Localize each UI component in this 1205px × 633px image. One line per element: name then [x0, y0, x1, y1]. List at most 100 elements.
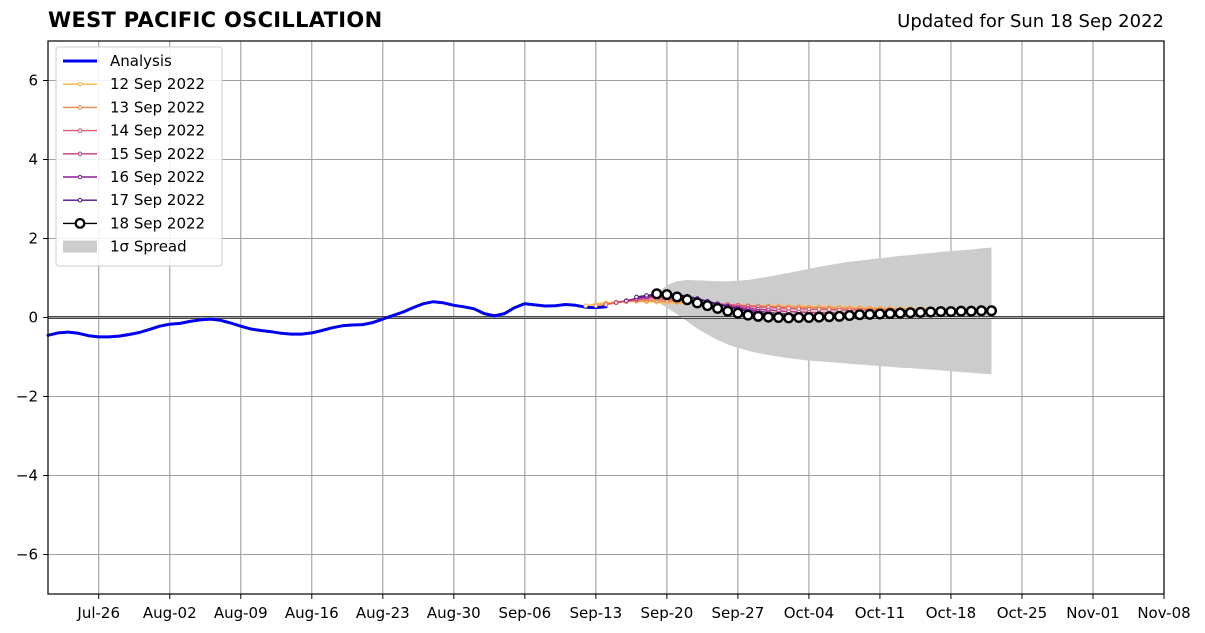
legend-marker	[77, 174, 83, 180]
y-tick-label: −2	[16, 388, 38, 406]
legend-marker	[77, 128, 83, 133]
axes: Jul-26 Aug-02 Aug-09 Aug-16 Aug-23 Aug-30 Sep-…	[16, 40, 1191, 622]
x-tick-label: Aug-23	[356, 604, 410, 622]
forecast-point	[593, 303, 599, 308]
y-tick-label: 6	[28, 72, 38, 90]
y-tick-label: 4	[28, 151, 38, 169]
legend-label: 14 Sep 2022	[110, 122, 205, 140]
x-tick-label: Oct-04	[784, 604, 834, 622]
x-tick-label: Aug-09	[214, 604, 268, 622]
legend-item: 15 Sep 2022	[63, 145, 205, 163]
forecast-point	[762, 311, 774, 323]
x-tick-label: Oct-25	[997, 604, 1047, 622]
forecast-point	[823, 311, 835, 323]
legend-box	[55, 46, 223, 267]
forecast-point	[925, 306, 937, 318]
x-tick-label: Sep-13	[569, 604, 622, 622]
analysis-line	[46, 300, 608, 339]
series	[46, 288, 998, 339]
forecast-point	[701, 300, 713, 312]
x-tick-label: Aug-02	[143, 604, 197, 622]
legend-label: Analysis	[110, 52, 172, 70]
y-tick-label: 0	[28, 309, 38, 327]
legend-marker	[77, 197, 83, 203]
legend-item: 16 Sep 2022	[63, 168, 205, 186]
forecast-point	[945, 306, 957, 318]
legend-item: 17 Sep 2022	[63, 191, 205, 209]
legend-swatch	[63, 240, 97, 253]
legend-item: Analysis	[63, 52, 172, 70]
forecast-point	[965, 305, 977, 317]
legend-item: 12 Sep 2022	[63, 75, 205, 93]
forecast-point	[651, 288, 663, 300]
chart-title: WEST PACIFIC OSCILLATION	[48, 8, 383, 32]
legend-item: 1σ Spread	[63, 238, 187, 256]
forecast-point	[935, 306, 947, 318]
x-tick-label: Sep-06	[498, 604, 551, 622]
forecast-point	[986, 305, 998, 317]
x-tick-label: Oct-18	[926, 604, 976, 622]
forecast-point	[613, 300, 619, 305]
forecast-point	[634, 294, 639, 300]
forecast-point	[955, 305, 967, 317]
forecast-point	[874, 308, 886, 320]
legend: Analysis 12 Sep 2022 13 Sep 2022 14 Sep 202…	[55, 46, 223, 267]
legend-marker	[77, 151, 83, 157]
y-tick-label: −6	[16, 546, 38, 564]
x-tick-label: Aug-30	[427, 604, 481, 622]
x-tick-label: Aug-16	[285, 604, 339, 622]
forecast-point	[742, 309, 754, 321]
legend-marker	[77, 105, 83, 110]
x-tick-label: Jul-26	[76, 604, 120, 622]
legend-label: 1σ Spread	[110, 238, 187, 256]
forecast-point	[884, 308, 896, 320]
chart-subtitle: Updated for Sun 18 Sep 2022	[897, 11, 1164, 32]
forecast-point	[722, 305, 734, 317]
forecast-point	[623, 298, 629, 304]
forecast-point	[603, 302, 609, 307]
forecast-point	[904, 307, 916, 319]
legend-marker	[74, 217, 86, 229]
legend-label: 12 Sep 2022	[110, 75, 205, 93]
forecast-point	[975, 305, 987, 317]
forecast-point	[843, 310, 855, 322]
spread-area	[656, 247, 992, 375]
plot-frame	[47, 40, 1165, 595]
y-tick-label: −4	[16, 467, 38, 485]
forecast-point	[803, 312, 815, 324]
legend-label: 16 Sep 2022	[110, 168, 205, 186]
forecast-point	[681, 294, 693, 306]
forecast-point	[833, 310, 845, 322]
forecast-point	[644, 293, 649, 298]
x-tick-label: Oct-11	[855, 604, 905, 622]
legend-label: 17 Sep 2022	[110, 191, 205, 209]
forecast-point	[793, 312, 805, 324]
x-tick-label: Sep-20	[640, 604, 693, 622]
x-tick-label: Nov-08	[1137, 604, 1190, 622]
forecast-point	[661, 289, 673, 301]
forecast-point	[772, 312, 784, 324]
x-tick-label: Sep-27	[712, 604, 765, 622]
forecast-point	[864, 308, 876, 320]
legend-label: 15 Sep 2022	[110, 145, 205, 163]
forecast-point	[752, 310, 764, 322]
legend-marker	[77, 81, 83, 87]
forecast-point	[691, 297, 703, 309]
forecast-point	[732, 307, 744, 319]
forecast-point	[894, 307, 906, 319]
forecast-point	[854, 309, 866, 321]
forecast-point	[783, 312, 795, 324]
forecast-point	[583, 303, 589, 308]
zero-line	[48, 316, 1164, 319]
forecast-point	[712, 302, 724, 314]
forecast-series	[651, 288, 998, 324]
forecast-point	[671, 291, 683, 303]
legend-label: 13 Sep 2022	[110, 98, 205, 116]
legend-item: 13 Sep 2022	[63, 98, 205, 116]
legend-label: 18 Sep 2022	[110, 214, 205, 232]
spread-band	[656, 247, 992, 375]
legend-item: 14 Sep 2022	[63, 122, 205, 140]
y-tick-label: 2	[28, 230, 38, 248]
legend-item: 18 Sep 2022	[63, 214, 205, 232]
